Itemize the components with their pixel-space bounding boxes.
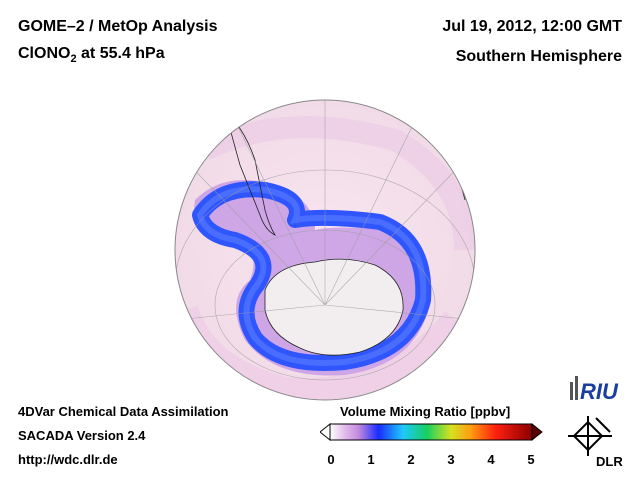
south-america-coastline (224, 108, 277, 236)
footer-url[interactable]: http://wdc.dlr.de (18, 452, 118, 467)
title-species: ClONO2 at 55.4 hPa (18, 45, 165, 65)
date-time: Jul 19, 2012, 12:00 GMT (442, 18, 622, 35)
colorbar-title: Volume Mixing Ratio [ppbv] (340, 404, 511, 419)
dlr-logo-text: DLR (596, 454, 623, 468)
globe-outline (174, 99, 476, 401)
colorbar-high-arrow (531, 422, 543, 442)
dlr-logo: DLR (568, 416, 623, 468)
colorbar-tick-0: 0 (327, 452, 335, 467)
species-name: ClONO (18, 45, 71, 62)
vortex-edge-highlight (196, 186, 427, 366)
pressure-level: at 55.4 hPa (76, 45, 165, 62)
colorbar-tick-1: 1 (367, 452, 375, 467)
antarctica-landmass (264, 258, 404, 356)
colorbar-tick-5: 5 (527, 452, 535, 467)
title-instrument: GOME–2 / MetOp Analysis (18, 18, 218, 35)
globe-map (174, 99, 476, 401)
riu-logo-tower (575, 376, 578, 400)
footer-version: SACADA Version 2.4 (18, 428, 146, 443)
region-label: Southern Hemisphere (455, 48, 622, 65)
riu-logo-text: RIU (580, 379, 619, 404)
outer-band (200, 116, 475, 251)
colorbar-tick-2: 2 (407, 452, 415, 467)
species-subscript: 2 (70, 53, 77, 66)
colorbar-gradient (329, 423, 533, 441)
colorbar-low-arrow (320, 422, 331, 442)
colorbar (320, 422, 543, 442)
riu-logo-tower (570, 382, 573, 400)
graticule (175, 100, 475, 400)
dlr-logo-mark (568, 416, 612, 456)
footer-method: 4DVar Chemical Data Assimilation (18, 404, 229, 419)
riu-logo: RIU (570, 376, 619, 404)
colorbar-tick-3: 3 (447, 452, 455, 467)
colorbar-tick-4: 4 (487, 452, 495, 467)
